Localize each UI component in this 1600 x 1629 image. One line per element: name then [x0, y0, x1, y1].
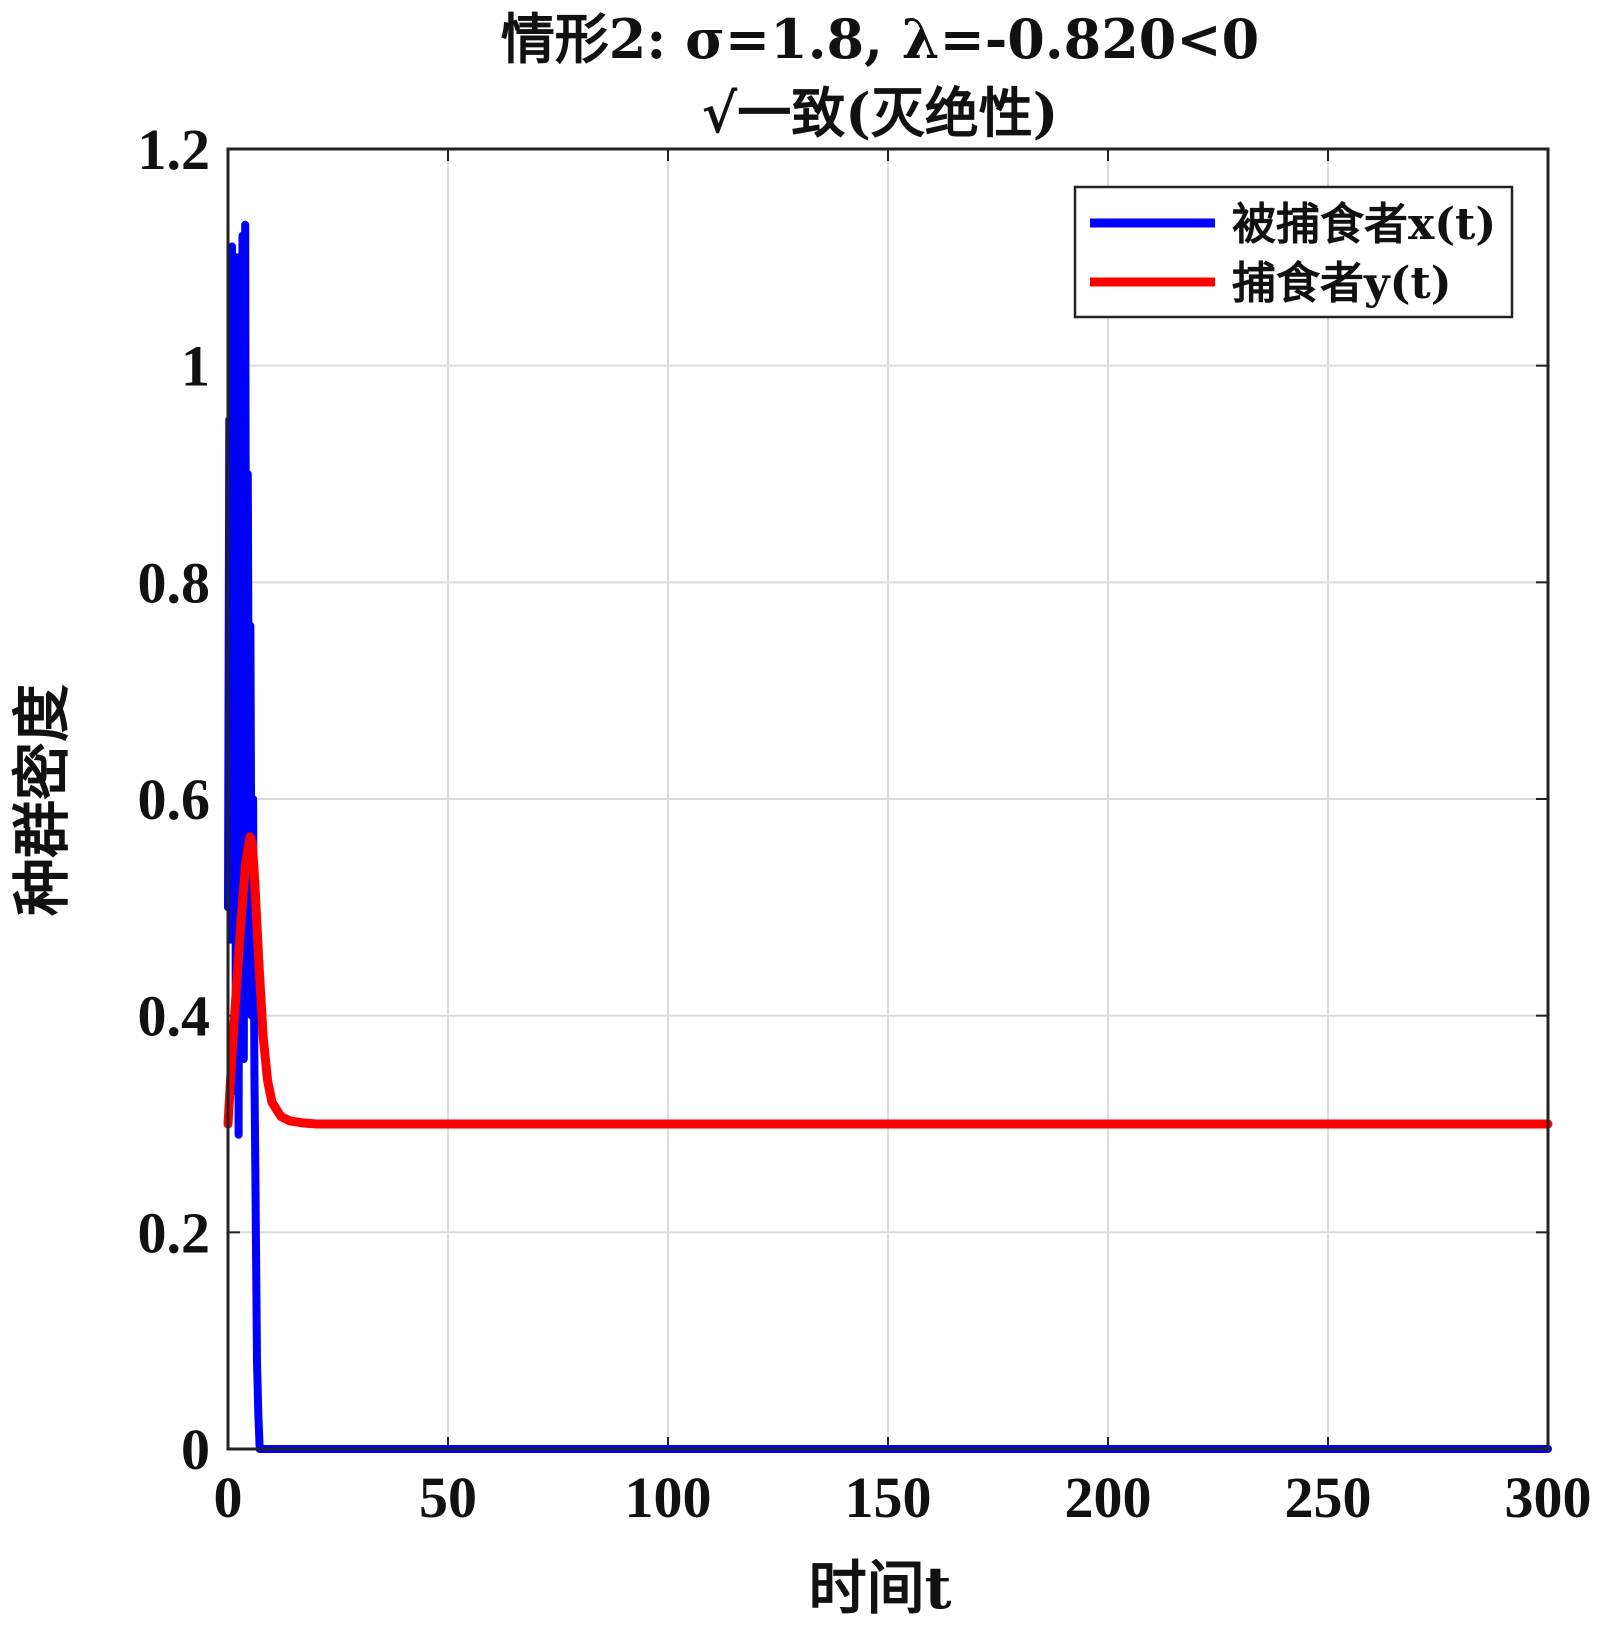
- legend-label-prey: 被捕食者x(t): [1232, 199, 1496, 250]
- grid-lines: [228, 149, 1548, 1449]
- y-tick-label: 0.6: [138, 767, 211, 832]
- y-axis-label: 种群密度: [8, 684, 76, 916]
- chart-title-line-2: √一致(灭绝性): [702, 81, 1059, 145]
- y-tick-label: 0: [181, 1417, 210, 1482]
- x-tick-label: 250: [1285, 1465, 1372, 1530]
- series-predator-line: [223, 832, 1553, 1129]
- x-tick-label: 50: [419, 1465, 477, 1530]
- x-tick-label: 200: [1065, 1465, 1152, 1530]
- plot-frame: [226, 147, 1550, 1451]
- y-tick-label: 1.2: [138, 117, 211, 182]
- y-tick-label: 0.8: [138, 550, 211, 615]
- legend-box: [1073, 185, 1514, 319]
- chart-title-line-1: 情形2: σ=1.8, λ=-0.820<0: [501, 7, 1259, 71]
- legend-label-predator: 捕食者y(t): [1232, 258, 1452, 309]
- x-tick-label: 150: [845, 1465, 932, 1530]
- y-tick-label: 0.2: [138, 1200, 211, 1265]
- axis-ticks: 0 50 100 150 200 250 300 0 0.2 0.4 0.6 0.8 1 1.2: [138, 117, 1592, 1530]
- x-tick-label: 300: [1505, 1465, 1592, 1530]
- x-axis-label: 时间t: [809, 1554, 952, 1622]
- y-tick-label: 1: [181, 334, 210, 399]
- x-tick-label: 0: [214, 1465, 243, 1530]
- y-tick-label: 0.4: [138, 984, 211, 1049]
- legend: 被捕食者x(t) 捕食者y(t): [1073, 185, 1514, 319]
- x-tick-label: 100: [625, 1465, 712, 1530]
